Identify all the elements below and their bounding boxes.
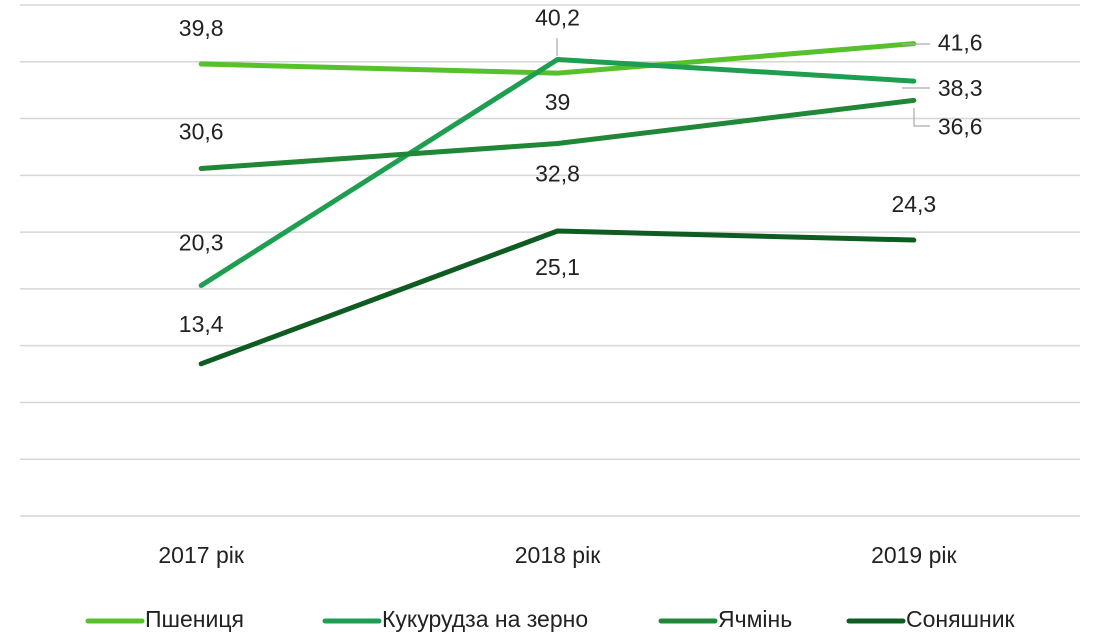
data-label: 25,1	[535, 254, 580, 280]
data-label: 24,3	[891, 191, 936, 217]
data-label: 40,2	[535, 5, 580, 31]
legend-label: Пшениця	[145, 606, 244, 632]
legend-label: Соняшник	[906, 606, 1016, 632]
line-series	[198, 41, 917, 76]
data-label: 39	[545, 89, 571, 115]
leader-line	[913, 108, 930, 127]
x-tick-label: 2018 рік	[515, 542, 601, 568]
data-label: 32,8	[535, 161, 580, 187]
data-label: 20,3	[179, 230, 224, 256]
data-label: 39,8	[179, 15, 224, 41]
data-label: 13,4	[179, 311, 224, 337]
data-label: 36,6	[938, 113, 983, 139]
legend-label: Ячмінь	[718, 606, 792, 632]
data-label: 41,6	[938, 30, 983, 56]
line-series	[198, 97, 917, 172]
data-label: 38,3	[938, 75, 983, 101]
data-label: 30,6	[179, 119, 224, 145]
legend-label: Кукурудза на зерно	[382, 606, 588, 632]
x-tick-label: 2017 рік	[158, 542, 244, 568]
x-tick-label: 2019 рік	[871, 542, 957, 568]
line-series	[198, 228, 917, 367]
line-series	[198, 57, 917, 288]
